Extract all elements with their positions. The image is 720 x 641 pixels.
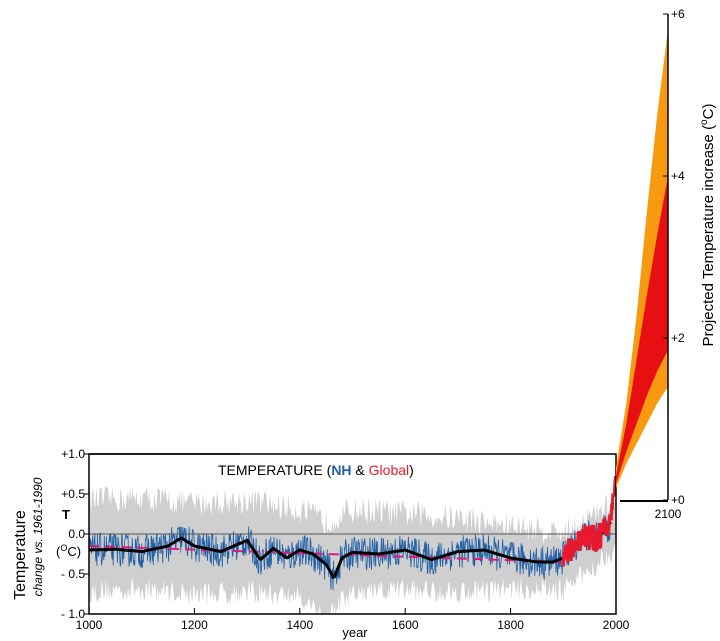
- x-tick-label: 1200: [181, 618, 208, 632]
- instrumental-record: [561, 475, 618, 567]
- y-tick-label: +0.5: [61, 487, 85, 501]
- title-part-5: ): [409, 462, 414, 478]
- y-axis-subtitle: change vs. 1961-1990: [31, 477, 45, 596]
- y-tick-label: 0.0: [68, 527, 85, 541]
- title-nh: NH: [331, 462, 351, 478]
- title-global: Global: [369, 462, 409, 478]
- x-tick-label: 1000: [76, 618, 103, 632]
- proj-label-end: C): [700, 104, 717, 120]
- y-tick-label: - 1.0: [61, 607, 85, 621]
- proj-y-tick-label: +4: [671, 169, 685, 183]
- proj-label-sup: o: [699, 119, 710, 125]
- chart-title: TEMPERATURE (NH & Global): [218, 462, 414, 478]
- proj-y-tick-label: +6: [671, 7, 685, 21]
- title-part-3: &: [352, 462, 369, 478]
- x-tick-label: 1600: [392, 618, 419, 632]
- projection-y-axis-title: Projected Temperature increase (oC): [699, 104, 717, 347]
- y-tick-label: - 0.5: [61, 567, 85, 581]
- title-part-1: TEMPERATURE (: [218, 462, 332, 478]
- projection-plot-area: [616, 14, 669, 502]
- proj-label-main: Projected Temperature increase (: [700, 125, 717, 347]
- nh-annual-series: [88, 514, 612, 591]
- y-axis-title: Temperature: [12, 510, 29, 600]
- y-axis-symbol: T: [62, 507, 70, 522]
- x-tick-label: 1400: [286, 618, 313, 632]
- projection-inner-band: [616, 176, 668, 484]
- unit-open: (: [56, 544, 61, 559]
- projection-ticks: +0 +2 +4 +6 2100: [655, 7, 685, 521]
- historical-plot-area: [88, 453, 618, 615]
- proj-x-tick-label: 2100: [655, 507, 682, 521]
- proj-y-tick-label: +2: [671, 331, 685, 345]
- x-tick-label: 2000: [603, 618, 630, 632]
- y-tick-label: +1.0: [61, 447, 85, 461]
- x-axis-title: year: [342, 625, 368, 640]
- unit-sup: O: [60, 543, 67, 553]
- nh-smoothed-line: [89, 521, 612, 579]
- y-axis-unit: (OC): [56, 543, 81, 559]
- proj-y-tick-label: +0: [671, 493, 685, 507]
- x-tick-label: 1800: [497, 618, 524, 632]
- historical-ticks: 1000 1200 1400 1600 1800 2000 +1.0 +0.5 0.0 - 0.5…: [61, 447, 630, 632]
- unit-end: C): [67, 544, 81, 559]
